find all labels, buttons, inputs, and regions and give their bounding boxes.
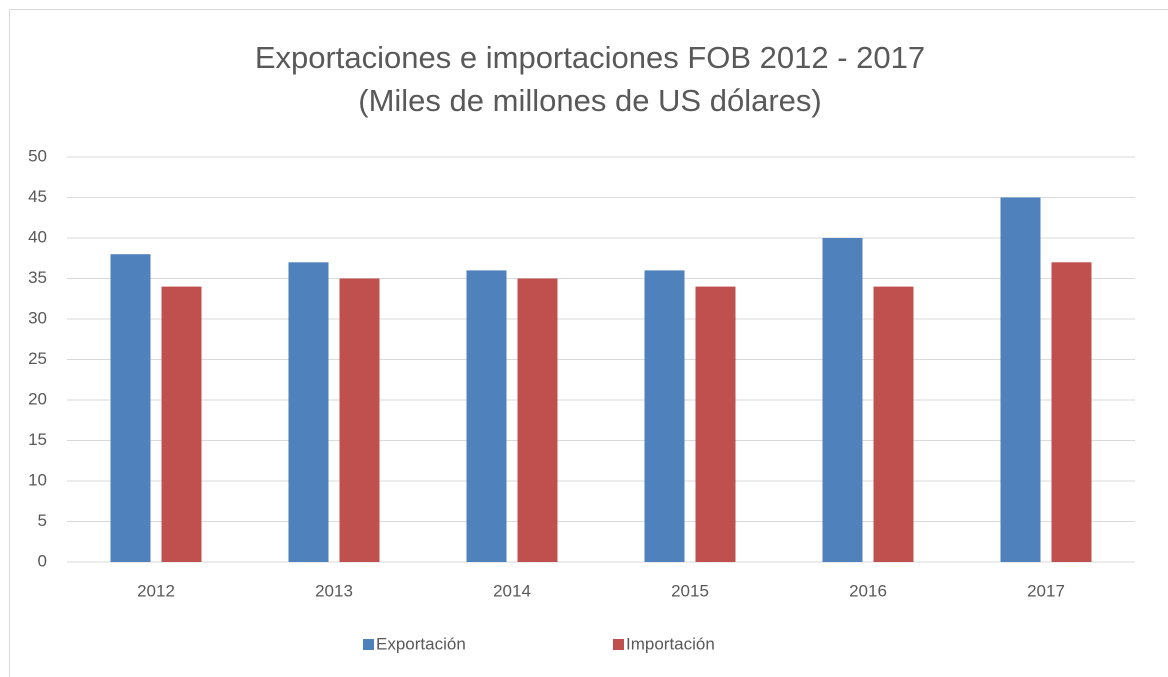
bar	[110, 254, 151, 562]
x-tick-label: 2012	[137, 581, 175, 600]
bar	[1051, 262, 1092, 562]
legend-label: Exportación	[376, 634, 466, 653]
bar	[1000, 197, 1041, 562]
chart-frame	[9, 9, 1168, 677]
y-tick-label: 35	[28, 268, 47, 287]
bar	[339, 278, 380, 562]
y-tick-label: 20	[28, 389, 47, 408]
legend-swatch	[363, 639, 374, 650]
x-tick-label: 2015	[671, 581, 709, 600]
chart-title: Exportaciones e importaciones FOB 2012 -…	[255, 40, 925, 75]
x-tick-label: 2014	[493, 581, 531, 600]
y-tick-label: 30	[28, 308, 47, 327]
x-tick-label: 2013	[315, 581, 353, 600]
chart-title: (Miles de millones de US dólares)	[358, 83, 821, 118]
x-tick-label: 2017	[1027, 581, 1065, 600]
y-tick-label: 10	[28, 470, 47, 489]
y-tick-label: 50	[28, 146, 47, 165]
y-tick-label: 40	[28, 227, 47, 246]
y-tick-label: 5	[38, 511, 47, 530]
bar	[466, 270, 507, 562]
legend-label: Importación	[626, 634, 715, 653]
x-tick-label: 2016	[849, 581, 887, 600]
y-tick-label: 45	[28, 187, 47, 206]
bar	[873, 286, 914, 562]
y-tick-label: 15	[28, 430, 47, 449]
bar	[288, 262, 329, 562]
bar	[161, 286, 202, 562]
y-tick-label: 25	[28, 349, 47, 368]
bar	[644, 270, 685, 562]
y-tick-label: 0	[38, 551, 47, 570]
bar	[822, 238, 863, 562]
bar	[517, 278, 558, 562]
bar	[695, 286, 736, 562]
legend-swatch	[613, 639, 624, 650]
